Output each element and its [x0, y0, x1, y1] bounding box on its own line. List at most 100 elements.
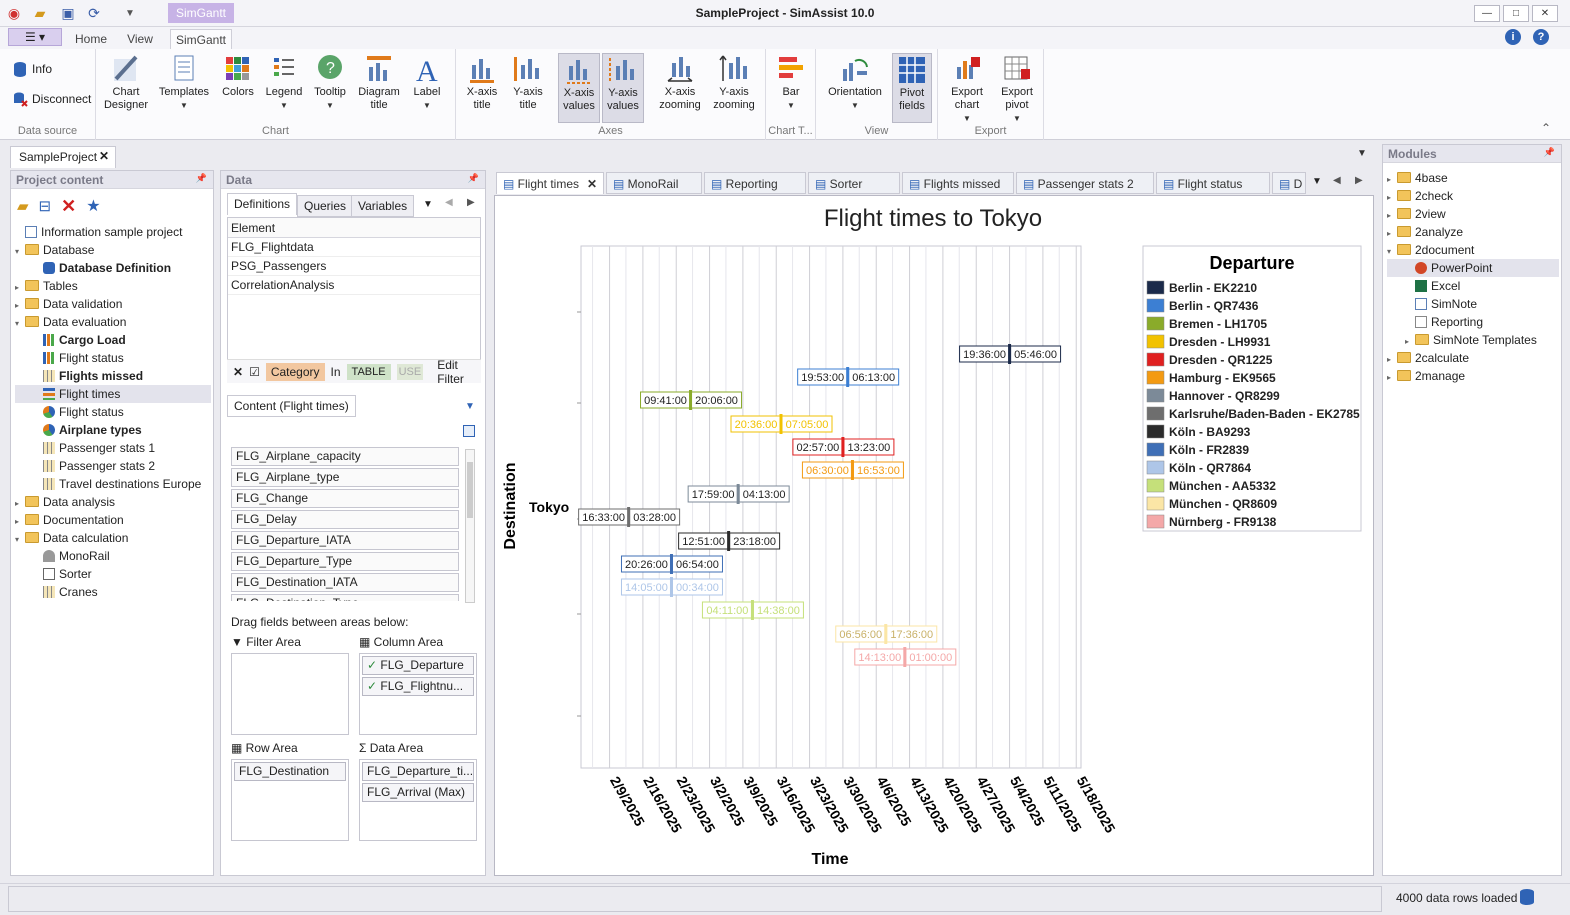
tree-item[interactable]: Flight status	[15, 403, 211, 421]
new-item-icon[interactable]: ⊟	[38, 198, 52, 215]
doc-tab-dropdown-icon[interactable]: ▼	[1357, 148, 1367, 159]
pivot-field-chip[interactable]: ✓ FLG_Departure	[362, 656, 474, 675]
filter-area[interactable]	[231, 653, 349, 735]
tree-item[interactable]: Sorter	[15, 565, 211, 583]
filter-checkbox-icon[interactable]: ☑	[249, 364, 260, 379]
tree-item[interactable]: PowerPoint	[1387, 259, 1559, 277]
tabs-right-icon[interactable]: ▶	[467, 197, 475, 208]
quick-access-dropdown-icon[interactable]: ▼	[125, 7, 135, 19]
tree-item[interactable]: Cranes	[15, 583, 211, 601]
tab-home[interactable]: Home	[75, 32, 108, 46]
pin-icon[interactable]: 📌	[467, 173, 479, 183]
expand-toggle-icon[interactable]: ▸	[15, 499, 20, 508]
diagram-title-button[interactable]: Diagram title	[354, 53, 404, 112]
tree-item[interactable]: ▸ Documentation	[15, 511, 211, 529]
tree-item[interactable]: Information sample project	[15, 223, 211, 241]
x-axis-title-button[interactable]: X-axis title	[460, 53, 504, 112]
element-row[interactable]: FLG_Flightdata	[228, 238, 480, 257]
tab-simgantt[interactable]: SimGantt	[170, 29, 232, 49]
info-icon[interactable]: i	[1505, 29, 1521, 45]
expand-toggle-icon[interactable]: ▾	[15, 319, 20, 328]
export-pivot-button[interactable]: Export pivot ▼	[992, 53, 1042, 125]
templates-button[interactable]: Templates ▼	[156, 53, 212, 112]
tree-item[interactable]: Database Definition	[15, 259, 211, 277]
delete-icon[interactable]: ✕	[61, 195, 77, 216]
expand-toggle-icon[interactable]: ▸	[15, 517, 20, 526]
tree-item[interactable]: Flight status	[15, 349, 211, 367]
field-item[interactable]: FLG_Airplane_capacity	[231, 447, 459, 466]
expand-toggle-icon[interactable]: ▸	[15, 301, 20, 310]
doc-tabs-dropdown-icon[interactable]: ▼	[1312, 176, 1322, 187]
field-item[interactable]: FLG_Airplane_type	[231, 468, 459, 487]
tooltip-button[interactable]: ? Tooltip ▼	[308, 53, 352, 112]
column-area[interactable]: ✓ FLG_Departure ✓ FLG_Flightnu...	[359, 653, 477, 735]
chart-designer-button[interactable]: Chart Designer	[102, 53, 150, 112]
tree-item[interactable]: ▸ 2check	[1387, 187, 1559, 205]
collapse-ribbon-icon[interactable]: ⌃	[1541, 121, 1552, 135]
tabs-dropdown-icon[interactable]: ▼	[423, 199, 433, 210]
field-layout-icon[interactable]	[463, 425, 475, 437]
pivot-fields-button[interactable]: Pivot fields	[892, 53, 932, 123]
tree-item[interactable]: SimNote	[1387, 295, 1559, 313]
field-item[interactable]: FLG_Destination_IATA	[231, 573, 459, 592]
tree-item[interactable]: ▸ 2manage	[1387, 367, 1559, 385]
orientation-button[interactable]: Orientation ▼	[822, 53, 888, 112]
maximize-button[interactable]: □	[1503, 5, 1529, 22]
gantt-chart[interactable]: Flight times to Tokyo 19:36:00 05:46:0019…	[495, 196, 1373, 875]
tab-view[interactable]: View	[127, 32, 153, 46]
y-axis-values-button[interactable]: Y-axis values	[602, 53, 644, 123]
filter-user-chip[interactable]: USE	[396, 363, 424, 380]
tree-item[interactable]: ▸ Data validation	[15, 295, 211, 313]
tree-item[interactable]: ▸ Data analysis	[15, 493, 211, 511]
info-button[interactable]: Info	[12, 61, 52, 77]
legend-button[interactable]: Legend ▼	[262, 53, 306, 112]
expand-toggle-icon[interactable]: ▸	[1405, 337, 1410, 346]
expand-toggle-icon[interactable]: ▸	[1387, 193, 1392, 202]
expand-toggle-icon[interactable]: ▸	[1387, 355, 1392, 364]
pivot-field-chip[interactable]: FLG_Destination	[234, 762, 346, 781]
y-axis-zooming-button[interactable]: Y-axis zooming	[708, 53, 760, 112]
open-folder-icon[interactable]: ▰	[17, 198, 29, 215]
pivot-field-chip[interactable]: ✓ FLG_Flightnu...	[362, 677, 474, 696]
data-area[interactable]: FLG_Departure_ti... FLG_Arrival (Max)	[359, 759, 477, 841]
chart-tab[interactable]: ▤ MonoRail	[606, 172, 702, 194]
chart-tab[interactable]: ▤ Reporting	[704, 172, 806, 194]
chart-tab[interactable]: ▤ D	[1272, 172, 1306, 194]
tree-item[interactable]: ▾ Data calculation	[15, 529, 211, 547]
tree-item[interactable]: Passenger stats 1	[15, 439, 211, 457]
expand-toggle-icon[interactable]: ▸	[1387, 373, 1392, 382]
tree-item[interactable]: Travel destinations Europe	[15, 475, 211, 493]
tree-item[interactable]: ▸ 2analyze	[1387, 223, 1559, 241]
field-list-scrollbar[interactable]	[465, 449, 475, 603]
tree-item[interactable]: ▸ 4base	[1387, 169, 1559, 187]
minimize-button[interactable]: —	[1474, 5, 1500, 22]
expand-toggle-icon[interactable]: ▸	[1387, 229, 1392, 238]
field-item[interactable]: FLG_Departure_IATA	[231, 531, 459, 550]
tree-item[interactable]: ▾ Data evaluation	[15, 313, 211, 331]
scrollbar-thumb[interactable]	[467, 462, 473, 518]
tree-item[interactable]: ▾ 2document	[1387, 241, 1559, 259]
file-menu-button[interactable]: ☰ ▾	[8, 28, 62, 46]
pivot-field-chip[interactable]: FLG_Departure_ti...	[362, 762, 474, 781]
chart-tab[interactable]: ▤ Passenger stats 2	[1016, 172, 1154, 194]
help-icon[interactable]: ?	[1533, 29, 1549, 45]
field-item[interactable]: FLG_Delay	[231, 510, 459, 529]
element-row[interactable]: CorrelationAnalysis	[228, 276, 480, 295]
label-button[interactable]: A Label ▼	[406, 53, 448, 112]
pin-icon[interactable]: 📌	[195, 173, 207, 183]
tabs-left-icon[interactable]: ◀	[445, 197, 453, 208]
doc-tabs-left-icon[interactable]: ◀	[1333, 175, 1341, 186]
expand-toggle-icon[interactable]: ▾	[15, 535, 20, 544]
pivot-field-chip[interactable]: FLG_Arrival (Max)	[362, 783, 474, 802]
x-axis-values-button[interactable]: X-axis values	[558, 53, 600, 123]
tree-item[interactable]: ▸ 2calculate	[1387, 349, 1559, 367]
tree-item[interactable]: ▸ 2view	[1387, 205, 1559, 223]
tree-item[interactable]: ▸ Tables	[15, 277, 211, 295]
save-icon[interactable]: ▣	[61, 4, 75, 21]
field-item[interactable]: FLG_Departure_Type	[231, 552, 459, 571]
expand-toggle-icon[interactable]: ▾	[15, 247, 20, 256]
tree-item[interactable]: Reporting	[1387, 313, 1559, 331]
bar-button[interactable]: Bar ▼	[770, 53, 812, 112]
tree-item[interactable]: Excel	[1387, 277, 1559, 295]
tree-item[interactable]: MonoRail	[15, 547, 211, 565]
